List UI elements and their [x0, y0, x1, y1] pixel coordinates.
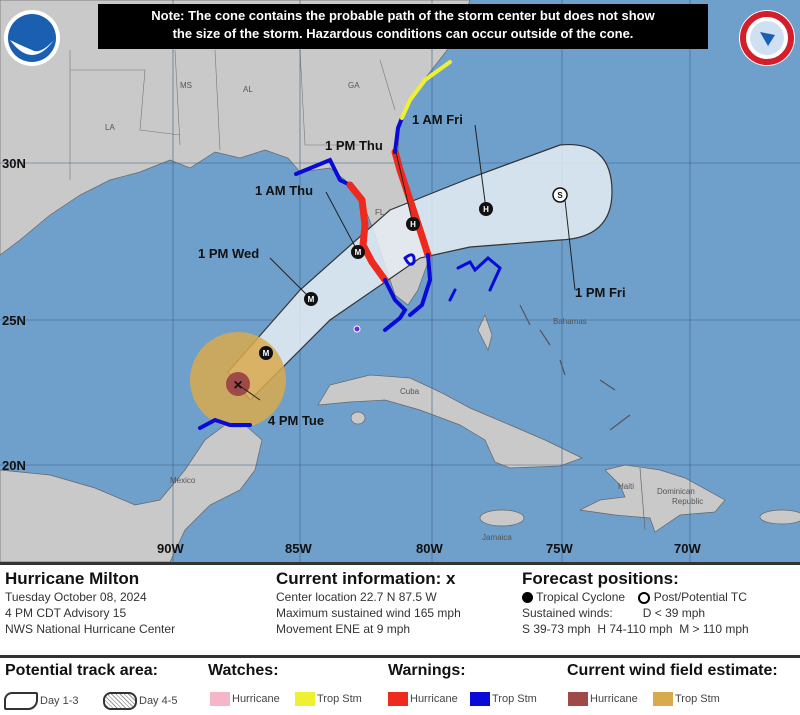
hispaniola-land [578, 464, 726, 533]
point-early-wed: M [259, 346, 273, 360]
forecast-map: M M H H S M × 4 PM Tue 1 PM Wed 1 AM Thu… [0, 0, 800, 565]
puerto-rico-land [759, 509, 800, 525]
svg-text:M: M [308, 295, 315, 304]
lat-25n: 25N [2, 313, 26, 328]
label-ms: MS [180, 81, 192, 90]
label-mexico: Mexico [170, 476, 196, 485]
center-location: Center location 22.7 N 87.5 W [276, 590, 437, 604]
point-1am-thu: M [351, 245, 365, 259]
track-area-title: Potential track area: [5, 662, 158, 679]
cone-disclaimer-note: Note: The cone contains the probable pat… [98, 4, 708, 49]
svg-text:H: H [410, 220, 416, 229]
lon-75w: 75W [546, 541, 573, 556]
state-borders [69, 49, 396, 180]
svg-text:H: H [483, 205, 489, 214]
label-bahamas: Bahamas [553, 317, 587, 326]
label-jamaica: Jamaica [482, 533, 512, 542]
wind-scale: S 39-73 mph H 74-110 mph M > 110 mph [522, 622, 749, 636]
legend-hurricane-wind: Hurricane [568, 692, 638, 706]
lon-80w: 80W [416, 541, 443, 556]
legend-ts-watch: Trop Stm [295, 692, 362, 706]
advisory-date: Tuesday October 08, 2024 [5, 590, 147, 604]
lon-90w: 90W [157, 541, 184, 556]
label-ga: GA [348, 81, 360, 90]
filled-circle-icon [522, 592, 533, 604]
legend-hurricane-warning: Hurricane [388, 692, 458, 706]
forecast-points: M M H H S M × [233, 187, 568, 394]
svg-text:S: S [557, 191, 563, 200]
legend-ts-wind: Trop Stm [653, 692, 720, 706]
label-1pm-thu: 1 PM Thu [325, 138, 383, 153]
us-land [0, 0, 471, 306]
label-fl: FL [375, 208, 385, 217]
legend-ts-warning: Trop Stm [470, 692, 537, 706]
forecast-cone [227, 143, 613, 401]
point-1pm-thu: H [406, 217, 420, 231]
label-republic: Republic [672, 497, 703, 506]
movement: Movement ENE at 9 mph [276, 622, 411, 636]
label-1am-thu: 1 AM Thu [255, 183, 313, 198]
storm-name: Hurricane Milton [5, 569, 140, 588]
bahamas-andros [477, 314, 493, 351]
label-1pm-fri: 1 PM Fri [575, 285, 626, 300]
nws-logo [739, 10, 795, 66]
legend-day45: Day 4-5 [103, 692, 178, 710]
lat-20n: 20N [2, 458, 26, 473]
post-tc-label: Post/Potential TC [653, 590, 747, 604]
label-cuba: Cuba [400, 387, 420, 396]
label-la: LA [105, 123, 115, 132]
lon-85w: 85W [285, 541, 312, 556]
jamaica-land [479, 509, 525, 527]
svg-text:M: M [263, 349, 270, 358]
label-haiti: Haiti [618, 482, 634, 491]
watches-title: Watches: [208, 662, 279, 679]
note-line-2: the size of the storm. Hazardous conditi… [172, 26, 634, 41]
advisory-number: 4 PM CDT Advisory 15 [5, 606, 127, 620]
label-1am-fri: 1 AM Fri [412, 112, 463, 127]
haiti-dr-border [639, 467, 646, 531]
open-circle-icon [638, 590, 651, 604]
label-al: AL [243, 85, 253, 94]
isla-juventud [350, 411, 366, 425]
map-canvas: M M H H S M × 4 PM Tue 1 PM Wed 1 AM Thu… [0, 0, 800, 563]
svg-text:M: M [355, 248, 362, 257]
lat-30n: 30N [2, 156, 26, 171]
cuba-land [317, 374, 583, 469]
point-1am-fri: H [479, 202, 493, 216]
tropical-cyclone-label: Tropical Cyclone [536, 590, 626, 604]
point-1pm-fri: S [552, 187, 568, 203]
current-info-title: Current information: x [276, 569, 456, 588]
max-wind: Maximum sustained wind 165 mph [276, 606, 461, 620]
leader-lines [239, 124, 576, 401]
day13-cone-icon [4, 692, 38, 710]
hurricane-wind-field [226, 372, 250, 396]
label-1pm-wed: 1 PM Wed [198, 246, 259, 261]
d-category: D < 39 mph [642, 606, 706, 620]
lon-70w: 70W [674, 541, 701, 556]
point-1pm-wed: M [304, 292, 318, 306]
noaa-logo [4, 10, 60, 66]
label-4pm-tue: 4 PM Tue [268, 413, 324, 428]
issuing-center: NWS National Hurricane Center [5, 622, 176, 636]
note-line-1: Note: The cone contains the probable pat… [151, 8, 655, 23]
small-marker [353, 325, 361, 333]
warnings-title: Warnings: [388, 662, 466, 679]
forecast-positions-title: Forecast positions: [522, 569, 679, 588]
legend-day13: Day 1-3 [4, 692, 79, 710]
legend: Potential track area: Watches: Warnings:… [0, 658, 800, 715]
bahamas-islands [519, 304, 631, 431]
info-panel: Hurricane Milton Tuesday October 08, 202… [0, 565, 800, 658]
current-position-x: × [233, 377, 242, 394]
legend-hurricane-watch: Hurricane [210, 692, 280, 706]
sustained-winds-label: Sustained winds: [522, 606, 613, 620]
wind-field-title: Current wind field estimate: [567, 662, 778, 679]
day45-cone-icon [103, 692, 137, 710]
label-dominican: Dominican [657, 487, 695, 496]
